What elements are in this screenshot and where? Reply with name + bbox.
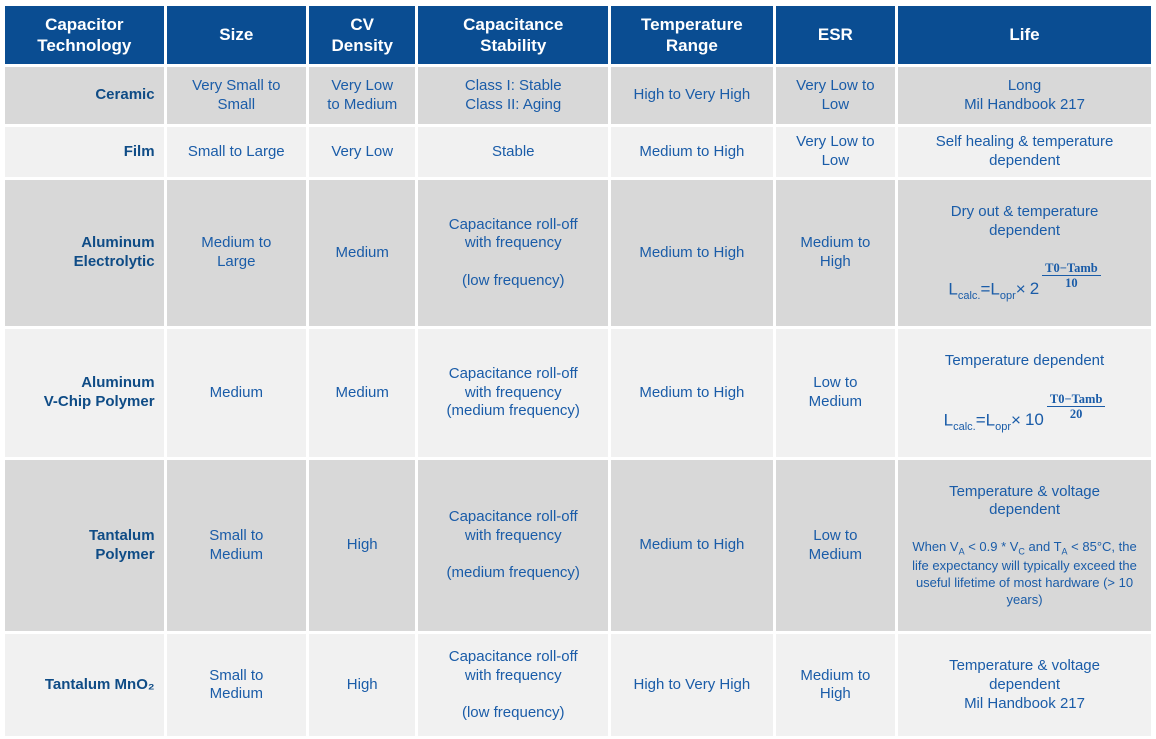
col-header-size: Size bbox=[166, 6, 307, 64]
cell-capacitance-stability: Class I: Stable Class II: Aging bbox=[418, 67, 609, 124]
cell-temperature-range: Medium to High bbox=[611, 459, 773, 632]
row-header-technology: Tantalum Polymer bbox=[5, 459, 164, 632]
cell-life: Self healing & temperature dependent bbox=[898, 127, 1151, 177]
cell-size: Medium to Large bbox=[166, 180, 307, 327]
cell-esr: Low to Medium bbox=[775, 329, 896, 457]
table-row-aluminum-electrolytic: Aluminum Electrolytic Medium to Large Me… bbox=[5, 180, 1151, 327]
cell-esr: Low to Medium bbox=[775, 459, 896, 632]
life-condition-note: When VA < 0.9 * VC and TA < 85°C, the li… bbox=[912, 538, 1137, 607]
table-row-tantalum-mno2: Tantalum MnO₂ Small to Medium High Capac… bbox=[5, 634, 1151, 737]
cell-cv-density: High bbox=[309, 459, 416, 632]
cell-size: Small to Medium bbox=[166, 459, 307, 632]
formula-exponent-fraction: T0−Tamb 10 bbox=[1042, 261, 1101, 291]
cell-life: Temperature & voltage dependent Mil Hand… bbox=[898, 634, 1151, 737]
life-description: Temperature & voltage dependent bbox=[949, 482, 1100, 519]
cell-cv-density: Very Low to Medium bbox=[309, 67, 416, 124]
cell-life: Dry out & temperature dependent Lcalc.=L… bbox=[898, 180, 1151, 327]
col-header-capacitor-technology: Capacitor Technology bbox=[5, 6, 164, 64]
cell-temperature-range: Medium to High bbox=[611, 180, 773, 327]
cell-capacitance-stability: Capacitance roll-off with frequency (med… bbox=[418, 329, 609, 457]
cell-esr: Very Low to Low bbox=[775, 67, 896, 124]
cell-life: Temperature dependent Lcalc.=Lopr× 10 T0−T… bbox=[898, 329, 1151, 457]
row-header-technology: Aluminum V-Chip Polymer bbox=[5, 329, 164, 457]
cell-temperature-range: Medium to High bbox=[611, 329, 773, 457]
col-header-cv-density: CV Density bbox=[309, 6, 416, 64]
cell-esr: Very Low to Low bbox=[775, 127, 896, 177]
cell-capacitance-stability: Capacitance roll-off with frequency (med… bbox=[418, 459, 609, 632]
row-header-technology: Aluminum Electrolytic bbox=[5, 180, 164, 327]
cell-temperature-range: High to Very High bbox=[611, 634, 773, 737]
table-row-aluminum-vchip-polymer: Aluminum V-Chip Polymer Medium Medium Ca… bbox=[5, 329, 1151, 457]
cell-temperature-range: High to Very High bbox=[611, 67, 773, 124]
cell-size: Small to Large bbox=[166, 127, 307, 177]
cell-esr: Medium to High bbox=[775, 634, 896, 737]
col-header-capacitance-stability: Capacitance Stability bbox=[418, 6, 609, 64]
cell-size: Small to Medium bbox=[166, 634, 307, 737]
life-formula: Lcalc.=Lopr× 10 T0−Tamb 20 bbox=[904, 392, 1145, 435]
cell-size: Medium bbox=[166, 329, 307, 457]
cell-size: Very Small to Small bbox=[166, 67, 307, 124]
cell-capacitance-stability: Capacitance roll-off with frequency (low… bbox=[418, 634, 609, 737]
cell-life: Temperature & voltage dependent When VA … bbox=[898, 459, 1151, 632]
cell-life: Long Mil Handbook 217 bbox=[898, 67, 1151, 124]
life-formula: Lcalc.=Lopr× 2 T0−Tamb 10 bbox=[904, 261, 1145, 304]
cell-cv-density: Very Low bbox=[309, 127, 416, 177]
row-header-technology: Tantalum MnO₂ bbox=[5, 634, 164, 737]
row-header-technology: Film bbox=[5, 127, 164, 177]
table-row-ceramic: Ceramic Very Small to Small Very Low to … bbox=[5, 67, 1151, 124]
cell-capacitance-stability: Capacitance roll-off with frequency (low… bbox=[418, 180, 609, 327]
cell-cv-density: High bbox=[309, 634, 416, 737]
cell-cv-density: Medium bbox=[309, 180, 416, 327]
cell-capacitance-stability: Stable bbox=[418, 127, 609, 177]
cell-temperature-range: Medium to High bbox=[611, 127, 773, 177]
col-header-esr: ESR bbox=[775, 6, 896, 64]
table-row-film: Film Small to Large Very Low Stable Medi… bbox=[5, 127, 1151, 177]
col-header-temperature-range: Temperature Range bbox=[611, 6, 773, 64]
header-row: Capacitor Technology Size CV Density Cap… bbox=[5, 6, 1151, 64]
capacitor-comparison-table: Capacitor Technology Size CV Density Cap… bbox=[2, 3, 1154, 739]
table-row-tantalum-polymer: Tantalum Polymer Small to Medium High Ca… bbox=[5, 459, 1151, 632]
life-description: Dry out & temperature dependent bbox=[950, 202, 1099, 239]
cell-esr: Medium to High bbox=[775, 180, 896, 327]
formula-exponent-fraction: T0−Tamb 20 bbox=[1046, 392, 1106, 422]
row-header-technology: Ceramic bbox=[5, 67, 164, 124]
life-description: Temperature dependent bbox=[944, 352, 1105, 370]
col-header-life: Life bbox=[898, 6, 1151, 64]
cell-cv-density: Medium bbox=[309, 329, 416, 457]
